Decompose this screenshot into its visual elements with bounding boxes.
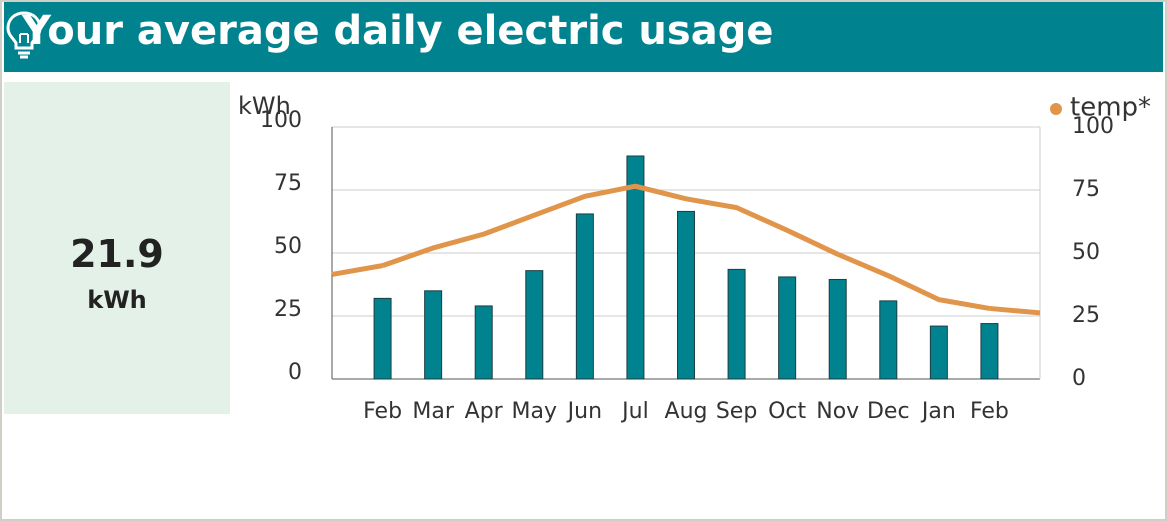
x-tick-label: Feb	[970, 399, 1009, 424]
x-tick-label: Jul	[620, 399, 649, 424]
legend-label: temp*	[1070, 93, 1151, 123]
y-tick-label: 0	[288, 360, 302, 385]
bar	[929, 325, 948, 380]
summary-value: 21.9	[70, 232, 164, 276]
x-tick-label: May	[512, 399, 557, 424]
y2-tick-label: 0	[1072, 366, 1086, 391]
bar	[575, 213, 594, 380]
temp-line-edge	[989, 305, 1041, 316]
y2-tick-label: 25	[1072, 303, 1100, 328]
x-tick-label: Sep	[716, 399, 757, 424]
y-tick-label: 50	[274, 234, 302, 259]
x-tick-label: Mar	[412, 399, 454, 424]
summary-unit: kWh	[87, 286, 147, 314]
header: Your average daily electric usage	[4, 2, 1163, 72]
x-tick-label: Jun	[566, 399, 602, 424]
y-axis-label: kWh	[238, 92, 291, 120]
y2-tick-label: 75	[1072, 177, 1100, 202]
bar	[525, 270, 544, 380]
y2-tick-label: 100	[1072, 114, 1114, 139]
bar	[474, 305, 493, 380]
summary-panel: 21.9 kWh	[4, 82, 230, 414]
y-tick-label: 25	[274, 297, 302, 322]
bar	[879, 300, 898, 380]
y2-tick-label: 50	[1072, 240, 1100, 265]
bar	[980, 323, 999, 380]
bar	[677, 210, 695, 380]
bar	[626, 155, 645, 380]
y-tick-label: 100	[260, 108, 302, 133]
x-tick-label: Oct	[768, 399, 806, 424]
x-tick-label: Dec	[867, 399, 910, 424]
bar	[727, 268, 746, 380]
bar	[373, 297, 392, 380]
bulb-icon	[6, 11, 42, 59]
x-tick-label: Jan	[920, 399, 956, 424]
x-tick-label: Apr	[465, 399, 504, 424]
bar	[424, 290, 443, 380]
legend-marker	[1050, 103, 1062, 115]
title: Your average daily electric usage	[22, 8, 774, 54]
temp-line-edge	[331, 263, 384, 277]
x-tick-label: Aug	[665, 399, 708, 424]
bar	[828, 278, 847, 380]
y-tick-label: 75	[274, 171, 302, 196]
x-tick-label: Feb	[363, 399, 402, 424]
bar	[778, 276, 797, 380]
x-tick-label: Nov	[816, 399, 859, 424]
temp-line	[381, 183, 990, 311]
